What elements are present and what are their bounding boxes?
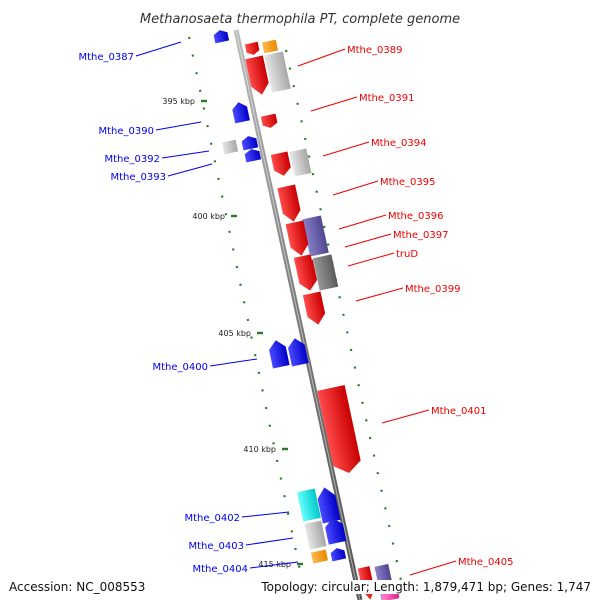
gene-leader-line (297, 48, 346, 67)
gene-feature[interactable] (285, 220, 311, 258)
gene-feature[interactable] (277, 184, 302, 224)
gene-label-mthe_0401[interactable]: Mthe_0401 (431, 406, 487, 417)
genome-stats-text: Topology: circular; Length: 1,879,471 bp… (261, 580, 591, 594)
gene-feature[interactable] (304, 520, 327, 550)
gene-feature[interactable] (270, 151, 292, 177)
gene-feature[interactable] (213, 29, 230, 44)
right-guide-dots (284, 49, 404, 586)
map-title: Methanosaeta thermophila PT, complete ge… (140, 12, 460, 27)
accession-text: Accession: NC_008553 (9, 580, 146, 594)
gene-label-trud[interactable]: truD (396, 249, 418, 260)
gene-feature[interactable] (311, 549, 328, 564)
gene-feature[interactable] (295, 259, 319, 292)
gene-feature[interactable] (244, 148, 262, 163)
gene-feature[interactable] (286, 337, 309, 367)
gene-leader-line (209, 358, 258, 367)
gene-feature[interactable] (241, 135, 259, 151)
gene-leader-line (249, 561, 299, 569)
tick-label: 405 kbp (218, 329, 251, 338)
gene-leader-line (245, 537, 294, 546)
gene-label-mthe_0391[interactable]: Mthe_0391 (359, 93, 415, 104)
gene-label-mthe_0402[interactable]: Mthe_0402 (185, 513, 241, 524)
gene-label-mthe_0396[interactable]: Mthe_0396 (388, 211, 444, 222)
gene-feature[interactable] (289, 148, 312, 177)
gene-label-mthe_0405[interactable]: Mthe_0405 (458, 557, 514, 568)
gene-leader-line (338, 214, 387, 230)
gene-label-mthe_0392[interactable]: Mthe_0392 (105, 154, 161, 165)
gene-leader-line (135, 41, 182, 57)
gene-feature[interactable] (302, 291, 327, 326)
gene-feature[interactable] (330, 547, 347, 562)
gene-leader-line (167, 163, 213, 177)
gene-leader-line (332, 180, 379, 196)
gene-leader-line (344, 233, 392, 248)
gene-label-mthe_0387[interactable]: Mthe_0387 (79, 52, 135, 63)
gene-feature[interactable] (312, 254, 339, 291)
gene-feature[interactable] (260, 113, 278, 130)
gene-feature[interactable] (244, 41, 260, 56)
gene-leader-line (310, 96, 358, 112)
gene-leader-line (347, 252, 395, 267)
gene-leader-line (409, 560, 457, 576)
gene-feature[interactable] (262, 39, 278, 54)
gene-feature[interactable] (231, 101, 250, 124)
tick-label: 400 kbp (192, 212, 225, 221)
tick-label: 410 kbp (243, 445, 276, 454)
gene-leader-line (155, 121, 202, 131)
gene-feature[interactable] (302, 215, 329, 257)
gene-feature[interactable] (221, 139, 239, 155)
gene-feature[interactable] (267, 339, 290, 369)
gene-feature[interactable] (264, 51, 291, 93)
gene-label-mthe_0400[interactable]: Mthe_0400 (153, 362, 209, 373)
gene-feature[interactable] (297, 488, 321, 522)
gene-label-mthe_0389[interactable]: Mthe_0389 (347, 45, 403, 56)
backbone-highlight (235, 29, 361, 600)
gene-label-mthe_0394[interactable]: Mthe_0394 (371, 138, 427, 149)
gene-label-mthe_0403[interactable]: Mthe_0403 (189, 541, 245, 552)
gene-feature[interactable] (245, 55, 271, 97)
gene-leader-line (322, 141, 370, 157)
gene-label-mthe_0393[interactable]: Mthe_0393 (111, 172, 167, 183)
gene-leader-line (355, 287, 404, 302)
gene-feature[interactable] (324, 516, 347, 545)
gene-leader-line (161, 150, 210, 159)
gene-leader-line (381, 409, 430, 424)
gene-label-mthe_0399[interactable]: Mthe_0399 (405, 284, 461, 295)
gene-feature[interactable] (316, 486, 341, 524)
gene-leader-line (241, 511, 290, 518)
gene-label-mthe_0395[interactable]: Mthe_0395 (380, 177, 436, 188)
gene-label-mthe_0397[interactable]: Mthe_0397 (393, 230, 449, 241)
gene-label-mthe_0390[interactable]: Mthe_0390 (99, 126, 155, 137)
gene-feature[interactable] (317, 385, 362, 476)
gene-label-mthe_0404[interactable]: Mthe_0404 (193, 564, 249, 575)
tick-label: 395 kbp (162, 97, 195, 106)
